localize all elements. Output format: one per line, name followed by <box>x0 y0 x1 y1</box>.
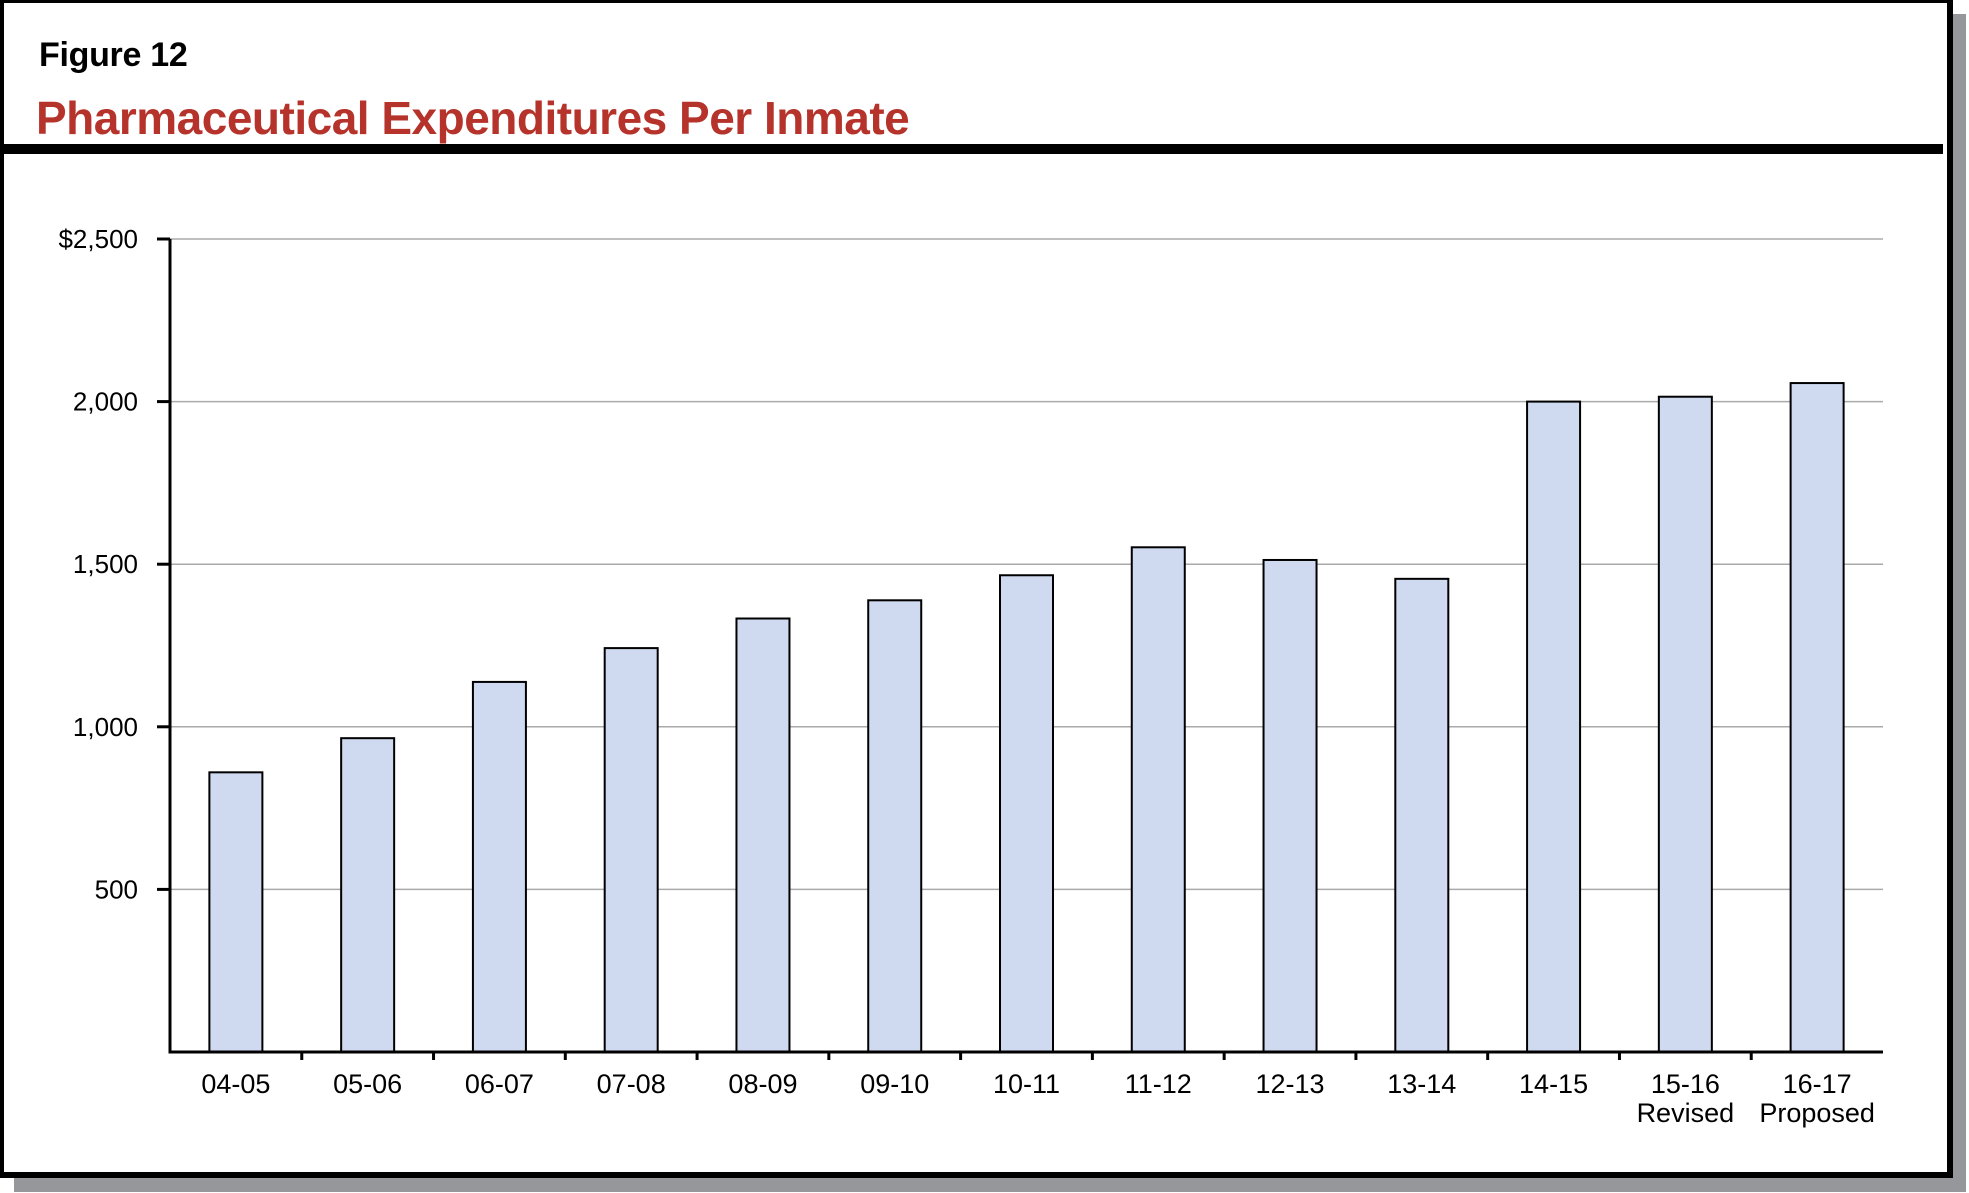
y-tick-label: $2,500 <box>58 224 138 254</box>
axes <box>157 237 1883 1060</box>
bar <box>471 680 527 1054</box>
x-tick-label: 13-14 <box>1387 1069 1456 1099</box>
bar <box>603 647 659 1054</box>
x-axis-labels: 04-05 05-06 06-07 07-08 08-09 09-10 10-11 11-12… <box>201 1069 1875 1128</box>
bar <box>1262 558 1318 1053</box>
y-tick-label: 2,000 <box>73 387 138 417</box>
x-tick-label: 09-10 <box>860 1069 929 1099</box>
bar <box>735 617 791 1054</box>
y-tick-label: 1,500 <box>73 549 138 579</box>
x-tick-label: 07-08 <box>597 1069 666 1099</box>
bar <box>1657 395 1713 1053</box>
x-tick-label: 08-09 <box>728 1069 797 1099</box>
x-tick-label: 16-17 <box>1783 1069 1852 1099</box>
y-axis-labels: 500 1,000 1,500 2,000 $2,500 <box>58 224 138 904</box>
x-tick-label: 12-13 <box>1256 1069 1325 1099</box>
figure-number: Figure 12 <box>39 36 188 74</box>
bar <box>1789 382 1845 1053</box>
y-tick-label: 500 <box>95 874 138 904</box>
bar <box>1130 546 1186 1053</box>
gridlines <box>170 238 1883 891</box>
bar <box>1526 400 1582 1054</box>
y-tick-label: 1,000 <box>73 712 138 742</box>
header-divider <box>0 144 1943 154</box>
x-tick-label: 14-15 <box>1519 1069 1588 1099</box>
x-tick-label: 06-07 <box>465 1069 534 1099</box>
bar <box>340 737 396 1053</box>
x-tick-label: 15-16 <box>1651 1069 1720 1099</box>
bar <box>999 574 1054 1053</box>
figure-frame <box>0 0 1953 1178</box>
x-tick-label: 11-12 <box>1125 1069 1192 1099</box>
figure-title: Pharmaceutical Expenditures Per Inmate <box>36 92 910 144</box>
x-tick-label: Proposed <box>1759 1098 1875 1128</box>
x-tick-label: 04-05 <box>201 1069 270 1099</box>
x-tick-label: Revised <box>1637 1098 1735 1128</box>
bar <box>867 599 923 1053</box>
x-tick-label: 10-11 <box>993 1069 1060 1099</box>
bars <box>208 382 1845 1054</box>
x-tick-label: 05-06 <box>333 1069 402 1099</box>
bar <box>208 771 264 1053</box>
bar <box>1394 577 1450 1053</box>
